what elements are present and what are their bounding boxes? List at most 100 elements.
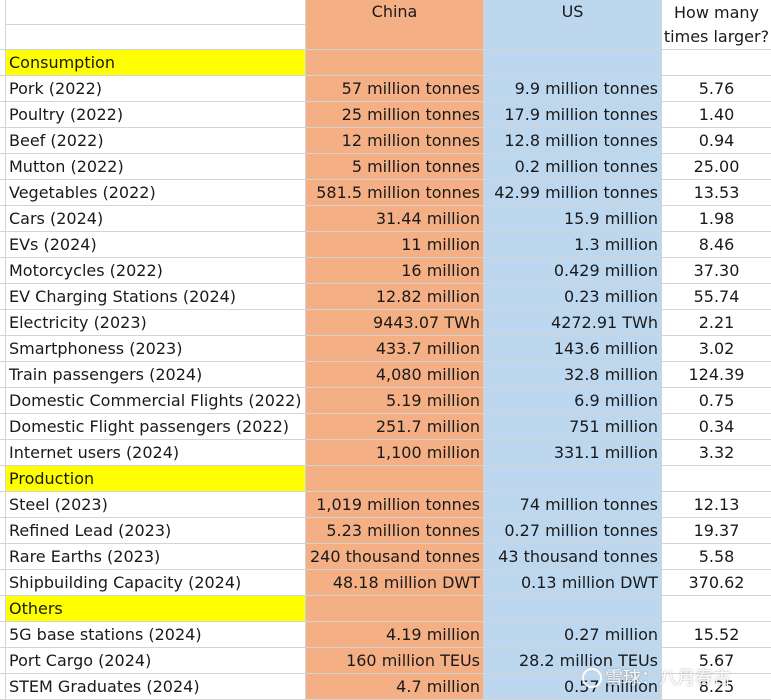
- china-cell[interactable]: 5 million tonnes: [306, 154, 484, 180]
- item-label-cell[interactable]: Internet users (2024): [6, 440, 306, 466]
- item-label-cell[interactable]: Mutton (2022): [6, 154, 306, 180]
- china-cell[interactable]: 12.82 million: [306, 284, 484, 310]
- item-label-cell[interactable]: Domestic Flight passengers (2022): [6, 414, 306, 440]
- china-cell[interactable]: 433.7 million: [306, 336, 484, 362]
- china-cell[interactable]: 251.7 million: [306, 414, 484, 440]
- china-cell[interactable]: 5.23 million tonnes: [306, 518, 484, 544]
- us-cell[interactable]: 0.27 million: [484, 622, 662, 648]
- item-label-cell[interactable]: Refined Lead (2023): [6, 518, 306, 544]
- china-cell[interactable]: 25 million tonnes: [306, 102, 484, 128]
- us-cell[interactable]: 28.2 million TEUs: [484, 648, 662, 674]
- ratio-cell[interactable]: 8.46: [662, 232, 771, 258]
- header-label-cell[interactable]: [6, 0, 306, 50]
- item-label-cell[interactable]: 5G base stations (2024): [6, 622, 306, 648]
- us-cell[interactable]: [484, 596, 662, 622]
- us-cell[interactable]: 331.1 million: [484, 440, 662, 466]
- ratio-cell[interactable]: 3.32: [662, 440, 771, 466]
- us-cell[interactable]: 74 million tonnes: [484, 492, 662, 518]
- us-cell[interactable]: 0.13 million DWT: [484, 570, 662, 596]
- item-label-cell[interactable]: Beef (2022): [6, 128, 306, 154]
- ratio-cell[interactable]: [662, 50, 771, 76]
- ratio-cell[interactable]: 0.34: [662, 414, 771, 440]
- item-label-cell[interactable]: Train passengers (2024): [6, 362, 306, 388]
- ratio-cell[interactable]: 5.58: [662, 544, 771, 570]
- ratio-cell[interactable]: 2.21: [662, 310, 771, 336]
- us-cell[interactable]: 1.3 million: [484, 232, 662, 258]
- china-cell[interactable]: 5.19 million: [306, 388, 484, 414]
- item-label-cell[interactable]: Pork (2022): [6, 76, 306, 102]
- section-label-cell[interactable]: Production: [6, 466, 306, 492]
- ratio-cell[interactable]: 12.13: [662, 492, 771, 518]
- china-cell[interactable]: 1,100 million: [306, 440, 484, 466]
- item-label-cell[interactable]: Poultry (2022): [6, 102, 306, 128]
- us-cell[interactable]: 43 thousand tonnes: [484, 544, 662, 570]
- ratio-cell[interactable]: 0.75: [662, 388, 771, 414]
- us-cell[interactable]: 17.9 million tonnes: [484, 102, 662, 128]
- china-cell[interactable]: [306, 50, 484, 76]
- ratio-cell[interactable]: 5.76: [662, 76, 771, 102]
- ratio-cell[interactable]: [662, 466, 771, 492]
- us-cell[interactable]: 0.23 million: [484, 284, 662, 310]
- item-label-cell[interactable]: Steel (2023): [6, 492, 306, 518]
- china-cell[interactable]: 240 thousand tonnes: [306, 544, 484, 570]
- item-label-cell[interactable]: Port Cargo (2024): [6, 648, 306, 674]
- item-label-cell[interactable]: STEM Graduates (2024): [6, 674, 306, 700]
- china-cell[interactable]: 16 million: [306, 258, 484, 284]
- us-cell[interactable]: 12.8 million tonnes: [484, 128, 662, 154]
- header-us[interactable]: US: [484, 0, 662, 50]
- ratio-cell[interactable]: 124.39: [662, 362, 771, 388]
- ratio-cell[interactable]: 1.40: [662, 102, 771, 128]
- china-cell[interactable]: 581.5 million tonnes: [306, 180, 484, 206]
- ratio-cell[interactable]: 5.67: [662, 648, 771, 674]
- china-cell[interactable]: 31.44 million: [306, 206, 484, 232]
- us-cell[interactable]: [484, 466, 662, 492]
- item-label-cell[interactable]: Motorcycles (2022): [6, 258, 306, 284]
- ratio-cell[interactable]: 15.52: [662, 622, 771, 648]
- us-cell[interactable]: 0.429 million: [484, 258, 662, 284]
- section-label-cell[interactable]: Consumption: [6, 50, 306, 76]
- ratio-cell[interactable]: 370.62: [662, 570, 771, 596]
- item-label-cell[interactable]: Rare Earths (2023): [6, 544, 306, 570]
- china-cell[interactable]: 1,019 million tonnes: [306, 492, 484, 518]
- china-cell[interactable]: [306, 596, 484, 622]
- china-cell[interactable]: 57 million tonnes: [306, 76, 484, 102]
- ratio-cell[interactable]: 55.74: [662, 284, 771, 310]
- item-label-cell[interactable]: Smartphoness (2023): [6, 336, 306, 362]
- us-cell[interactable]: 32.8 million: [484, 362, 662, 388]
- china-cell[interactable]: 9443.07 TWh: [306, 310, 484, 336]
- us-cell[interactable]: 6.9 million: [484, 388, 662, 414]
- item-label-cell[interactable]: Electricity (2023): [6, 310, 306, 336]
- item-label-cell[interactable]: Cars (2024): [6, 206, 306, 232]
- china-cell[interactable]: 4.19 million: [306, 622, 484, 648]
- china-cell[interactable]: 4,080 million: [306, 362, 484, 388]
- us-cell[interactable]: 42.99 million tonnes: [484, 180, 662, 206]
- us-cell[interactable]: 751 million: [484, 414, 662, 440]
- item-label-cell[interactable]: Vegetables (2022): [6, 180, 306, 206]
- china-cell[interactable]: [306, 466, 484, 492]
- china-cell[interactable]: 4.7 million: [306, 674, 484, 700]
- us-cell[interactable]: 0.2 million tonnes: [484, 154, 662, 180]
- us-cell[interactable]: [484, 50, 662, 76]
- us-cell[interactable]: 4272.91 TWh: [484, 310, 662, 336]
- ratio-cell[interactable]: 13.53: [662, 180, 771, 206]
- ratio-cell[interactable]: [662, 596, 771, 622]
- header-ratio[interactable]: How many times larger?: [662, 0, 771, 50]
- ratio-cell[interactable]: 37.30: [662, 258, 771, 284]
- china-cell[interactable]: 11 million: [306, 232, 484, 258]
- ratio-cell[interactable]: 0.94: [662, 128, 771, 154]
- ratio-cell[interactable]: 25.00: [662, 154, 771, 180]
- china-cell[interactable]: 12 million tonnes: [306, 128, 484, 154]
- header-china[interactable]: China: [306, 0, 484, 50]
- china-cell[interactable]: 48.18 million DWT: [306, 570, 484, 596]
- us-cell[interactable]: 15.9 million: [484, 206, 662, 232]
- us-cell[interactable]: 143.6 million: [484, 336, 662, 362]
- section-label-cell[interactable]: Others: [6, 596, 306, 622]
- item-label-cell[interactable]: Shipbuilding Capacity (2024): [6, 570, 306, 596]
- ratio-cell[interactable]: 1.98: [662, 206, 771, 232]
- item-label-cell[interactable]: EV Charging Stations (2024): [6, 284, 306, 310]
- us-cell[interactable]: 0.27 million tonnes: [484, 518, 662, 544]
- us-cell[interactable]: 9.9 million tonnes: [484, 76, 662, 102]
- item-label-cell[interactable]: Domestic Commercial Flights (2022): [6, 388, 306, 414]
- ratio-cell[interactable]: 19.37: [662, 518, 771, 544]
- item-label-cell[interactable]: EVs (2024): [6, 232, 306, 258]
